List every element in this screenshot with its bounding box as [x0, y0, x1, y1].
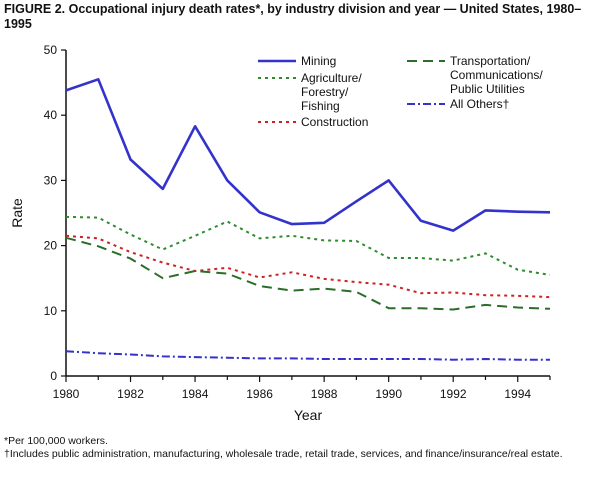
x-axis-title: Year [294, 407, 323, 423]
y-tick-label: 40 [44, 108, 58, 122]
y-tick-label: 0 [50, 369, 57, 383]
legend-label-0: Mining [301, 54, 336, 68]
series-line-0 [65, 78, 551, 232]
x-tick-label: 1992 [440, 387, 467, 401]
series-line-1 [65, 215, 551, 276]
footnote-all-others: †Includes public administration, manufac… [4, 448, 563, 460]
series-line-2 [65, 234, 551, 299]
x-tick-label: 1986 [246, 387, 273, 401]
footnotes: *Per 100,000 workers. †Includes public a… [4, 435, 594, 461]
y-axis-title: Rate [9, 198, 25, 228]
series-line-4 [65, 350, 550, 361]
y-tick-label: 20 [44, 239, 58, 253]
y-tick-label: 10 [44, 304, 58, 318]
figure-title: FIGURE 2. Occupational injury death rate… [4, 2, 582, 31]
x-tick-label: 1988 [311, 387, 338, 401]
chart-axes [65, 50, 550, 377]
legend-label-4: All Others† [450, 97, 509, 111]
chart-ticks: 0 10 20 30 40 50 1980 1982 1984 1986 1988 1990 1992 1… [44, 43, 551, 401]
series-line-3 [65, 236, 551, 311]
legend-label-2: Construction [301, 115, 368, 129]
y-tick-label: 50 [44, 43, 58, 57]
x-tick-label: 1994 [504, 387, 531, 401]
chart-legend: Mining Agriculture/Forestry/Fishing Constr… [258, 54, 543, 129]
legend-label-1: Agriculture/Forestry/Fishing [301, 71, 362, 113]
y-tick-label: 30 [44, 173, 58, 187]
legend-label-3: Transportation/Communications/Public Uti… [450, 54, 543, 96]
x-tick-label: 1980 [53, 387, 80, 401]
x-tick-label: 1990 [375, 387, 402, 401]
line-chart: 0 10 20 30 40 50 1980 1982 1984 1986 1988 1990 1992 1… [9, 43, 551, 423]
x-tick-label: 1982 [117, 387, 144, 401]
x-tick-label: 1984 [182, 387, 209, 401]
footnote-per-workers: *Per 100,000 workers. [4, 435, 108, 447]
chart-series [65, 78, 551, 361]
